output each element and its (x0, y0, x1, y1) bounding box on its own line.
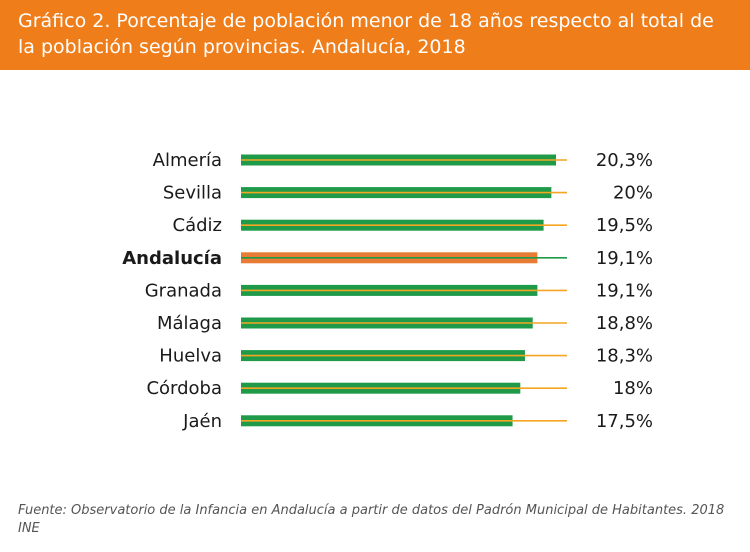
value-label-1: 20% (613, 183, 653, 204)
category-label-0: Almería (153, 150, 222, 171)
source-note: Fuente: Observatorio de la Infancia en A… (18, 503, 725, 536)
category-label-8: Jaén (182, 411, 222, 432)
value-label-4: 19,1% (596, 280, 653, 301)
bar-chart: Almería 20,3% Sevilla 20% Cádiz 19,5% Andalucí… (122, 150, 653, 432)
category-label-1: Sevilla (163, 183, 222, 204)
category-label-2: Cádiz (173, 215, 222, 236)
chart-header: Gráfico 2. Porcentaje de población menor… (0, 0, 750, 70)
category-label-5: Málaga (157, 313, 222, 334)
value-label-3: 19,1% (596, 248, 653, 269)
value-label-6: 18,3% (596, 346, 653, 367)
value-label-2: 19,5% (596, 215, 653, 236)
category-label-6: Huelva (159, 346, 222, 367)
category-label-7: Córdoba (146, 378, 222, 399)
category-label-4: Granada (145, 280, 222, 301)
value-label-0: 20,3% (596, 150, 653, 171)
category-label-3: Andalucía (122, 248, 222, 269)
value-label-5: 18,8% (596, 313, 653, 334)
value-label-8: 17,5% (596, 411, 653, 432)
value-label-7: 18% (613, 378, 653, 399)
chart-title: Gráfico 2. Porcentaje de población menor… (18, 10, 714, 58)
